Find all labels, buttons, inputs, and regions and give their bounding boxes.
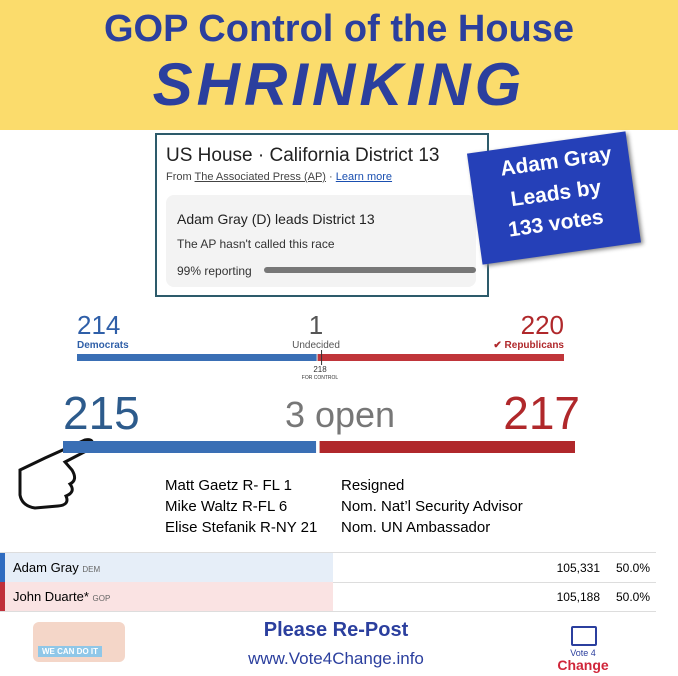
ap-source-prefix: From xyxy=(166,171,192,183)
ap-separator: · xyxy=(329,171,333,183)
vacancy-name: Matt Gaetz R- FL 1 xyxy=(165,477,292,494)
rep-seats: 220 xyxy=(520,310,564,340)
ap-reporting: 99% reporting xyxy=(177,264,252,278)
votes: 105,188 xyxy=(556,590,600,604)
undecided-label: Undecided xyxy=(292,340,340,351)
logo-left-text: WE CAN DO IT xyxy=(38,646,102,657)
pct: 50.0% xyxy=(615,590,650,604)
ap-title: US House · California District 13 xyxy=(166,145,440,166)
title: GOP Control of the House xyxy=(103,8,575,50)
name: John Duarte* xyxy=(13,589,89,604)
url[interactable]: www.Vote4Change.info xyxy=(248,649,424,668)
ap-source: From The Associated Press (AP) · Learn m… xyxy=(166,171,392,183)
rep-label-text: Republicans xyxy=(504,340,564,351)
reporting-bar xyxy=(264,267,476,273)
votes: 105,331 xyxy=(556,561,600,575)
candidate-name: Adam Gray DEM xyxy=(13,560,100,575)
vacancy-reason: Nom. Nat’l Security Advisor xyxy=(341,498,523,515)
control-label: FOR CONTROL xyxy=(301,375,339,381)
control-seats: 218 xyxy=(313,365,327,374)
ap-source-link[interactable]: The Associated Press (AP) xyxy=(194,171,326,183)
party: DEM xyxy=(82,565,101,574)
header-band xyxy=(0,0,678,130)
rep-bar xyxy=(317,354,564,361)
ap-headline: Adam Gray (D) leads District 13 xyxy=(177,211,375,227)
dem-label: Democrats xyxy=(77,340,129,351)
logo-right-bottom: Change xyxy=(557,657,609,673)
cta: Please Re-Post xyxy=(263,619,409,641)
vacancy-reason: Nom. UN Ambassador xyxy=(341,519,491,536)
ap-status: The AP hasn't called this race xyxy=(177,237,335,251)
result-row: John Duarte* GOP 105,188 50.0% xyxy=(0,582,656,612)
undecided-seats: 1 xyxy=(308,310,324,340)
dem-bar xyxy=(77,354,317,361)
rep-label: ✔ Republicans xyxy=(493,340,564,351)
open-seats: 3 open xyxy=(284,394,396,435)
rep-bar xyxy=(319,441,575,453)
name: Adam Gray xyxy=(13,560,79,575)
row-bg xyxy=(0,553,333,582)
party: GOP xyxy=(92,594,111,603)
control-line xyxy=(321,350,323,365)
ballot-icon xyxy=(571,626,597,646)
undecided-bar xyxy=(316,354,318,361)
dem-bar xyxy=(63,441,317,453)
vacancy-name: Mike Waltz R-FL 6 xyxy=(165,498,288,515)
dem-seats-after: 215 xyxy=(63,387,140,439)
dem-seats: 214 xyxy=(77,310,121,340)
result-row: Adam Gray DEM 105,331 50.0% xyxy=(0,552,656,583)
vacancy-name: Elise Stefanik R-NY 21 xyxy=(165,519,318,536)
candidate-name: John Duarte* GOP xyxy=(13,589,110,604)
row-bg xyxy=(0,582,333,611)
ap-learn-more[interactable]: Learn more xyxy=(335,171,393,183)
logo-right-top: Vote 4 xyxy=(570,648,596,658)
rep-seats-after: 217 xyxy=(503,387,580,439)
subtitle: SHRINKING xyxy=(152,51,526,118)
vacancy-reason: Resigned xyxy=(341,477,405,494)
pct: 50.0% xyxy=(615,561,650,575)
